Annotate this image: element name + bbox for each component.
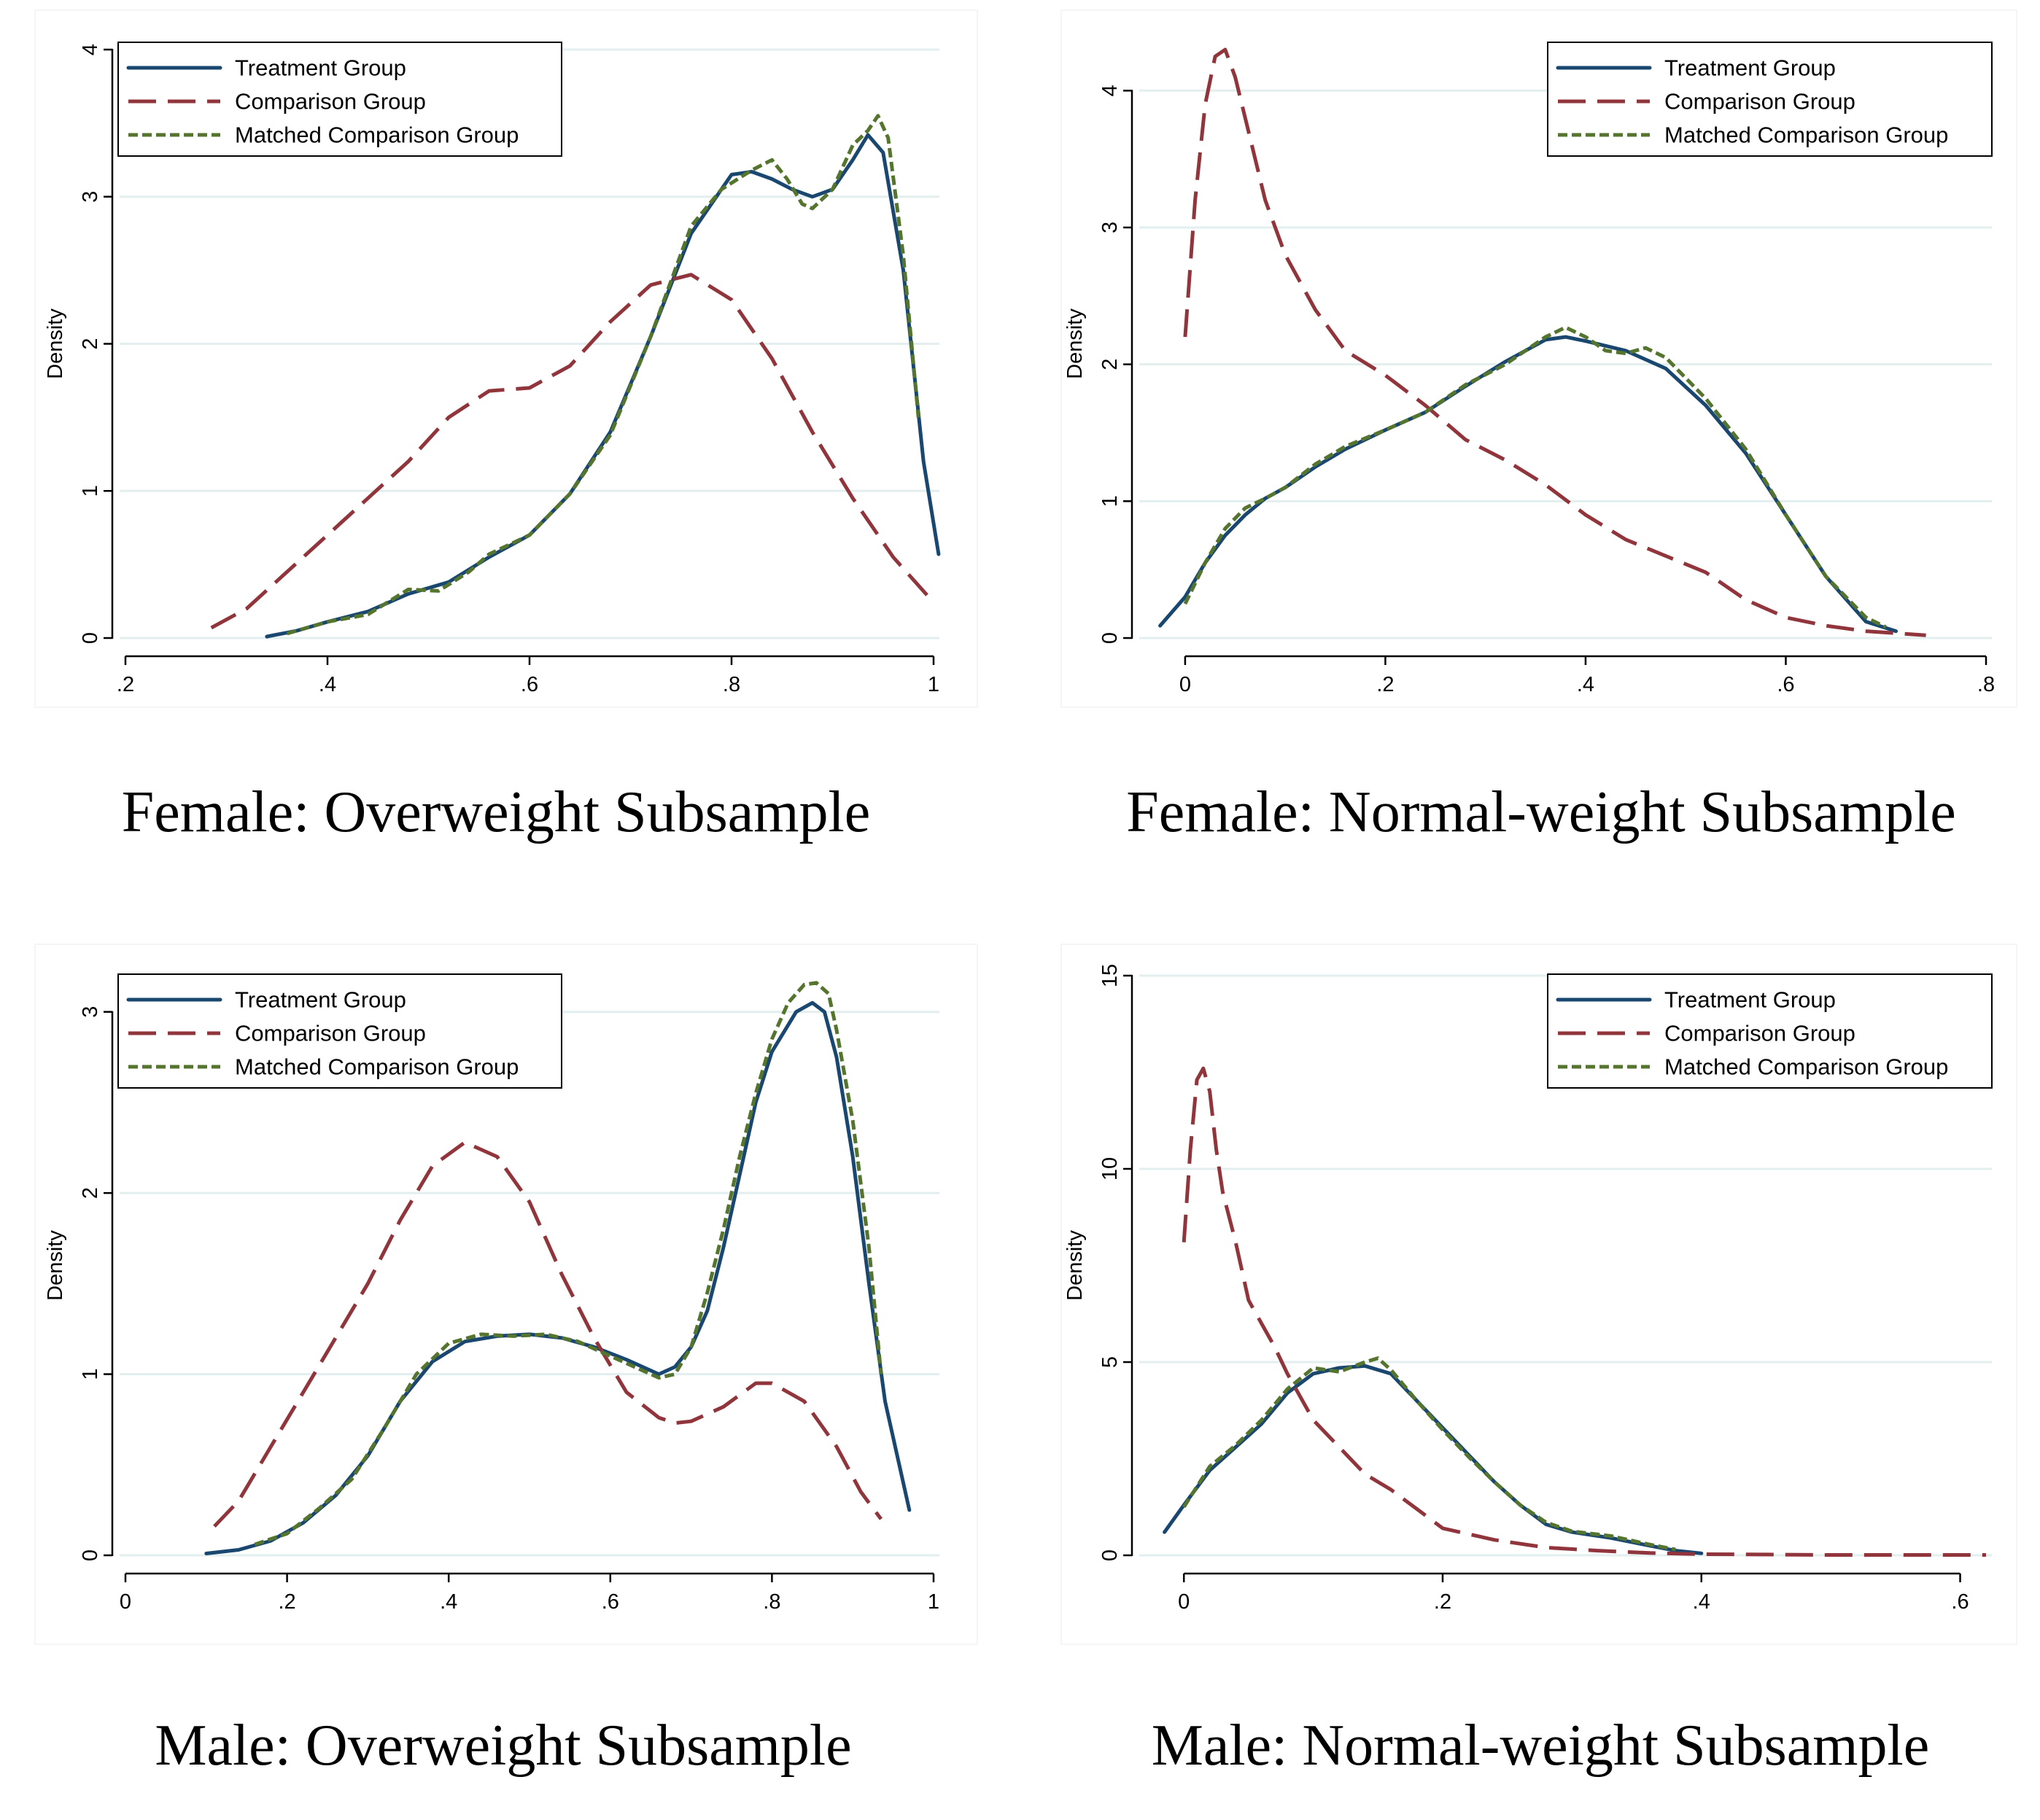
panel-title: Male: Normal-weight Subsample	[1152, 1714, 1929, 1778]
series-line-comparison-group	[213, 1140, 883, 1528]
y-tick-label: 2	[1098, 359, 1122, 370]
x-tick-label: .4	[440, 1590, 457, 1614]
y-tick-label: 1	[79, 1368, 102, 1380]
x-tick-label: 1	[928, 1590, 939, 1614]
x-tick-label: 0	[120, 1590, 131, 1614]
x-tick-label: .8	[763, 1590, 780, 1614]
y-axis-label: Density	[44, 1230, 67, 1301]
y-axis-label: Density	[1063, 1230, 1087, 1301]
x-tick-label: 0	[1178, 1590, 1190, 1614]
y-tick-label: 0	[1098, 1549, 1122, 1561]
y-axis-label: Density	[1063, 308, 1087, 379]
x-tick-label: .6	[1777, 673, 1794, 696]
x-tick-label: .4	[319, 673, 336, 696]
x-tick-label: 0	[1179, 673, 1191, 696]
series-line-matched-comparison-group	[286, 114, 920, 636]
y-tick-label: 4	[79, 44, 102, 55]
legend-label-matched-comparison-group: Matched Comparison Group	[235, 122, 519, 148]
panel-male-normal-weight-subsample: 0 5 10 15 Density 0 .2 .4 .6 Treatment Group Compa…	[1060, 944, 2017, 1778]
legend-label-comparison-group: Comparison Group	[1664, 1021, 1855, 1046]
legend-label-treatment-group: Treatment Group	[235, 55, 406, 81]
legend-label-comparison-group: Comparison Group	[235, 1021, 426, 1046]
y-tick-label: 3	[79, 191, 102, 203]
legend-box	[117, 973, 562, 1089]
series-line-matched-comparison-group	[1182, 1356, 1676, 1552]
legend: Treatment Group Comparison Group Matched C…	[117, 973, 562, 1089]
panel-female-normal-weight-subsample: 0 1 2 3 4 Density 0 .2 .4 .6 .8 Treatment Group Comp…	[1060, 9, 2017, 844]
panel-title: Female: Normal-weight Subsample	[1126, 780, 1956, 844]
y-axis-label: Density	[44, 308, 67, 379]
legend: Treatment Group Comparison Group Matched C…	[1547, 973, 1993, 1089]
legend: Treatment Group Comparison Group Matched C…	[1547, 42, 1993, 157]
legend-label-treatment-group: Treatment Group	[235, 987, 406, 1013]
y-tick-label: 10	[1098, 1157, 1122, 1181]
series-line-comparison-group	[210, 273, 930, 630]
legend: Treatment Group Comparison Group Matched C…	[117, 42, 562, 157]
legend-label-treatment-group: Treatment Group	[1664, 55, 1836, 81]
y-tick-label: 0	[79, 1549, 102, 1561]
x-tick-label: .2	[1376, 673, 1394, 696]
legend-label-matched-comparison-group: Matched Comparison Group	[235, 1054, 519, 1080]
y-tick-label: 0	[79, 632, 102, 644]
y-tick-label: 5	[1098, 1356, 1122, 1368]
y-tick-label: 3	[79, 1006, 102, 1018]
y-tick-label: 2	[79, 338, 102, 349]
legend-box	[1547, 973, 1993, 1089]
x-tick-label: .4	[1577, 673, 1594, 696]
legend-label-comparison-group: Comparison Group	[235, 89, 426, 114]
y-tick-label: 0	[1098, 632, 1122, 644]
legend-box	[1547, 42, 1993, 157]
legend-box	[117, 42, 562, 157]
x-tick-label: .2	[117, 673, 134, 696]
legend-label-comparison-group: Comparison Group	[1664, 89, 1855, 114]
x-tick-label: .6	[1951, 1590, 1969, 1614]
x-tick-label: .8	[1977, 673, 1995, 696]
panel-title: Male: Overweight Subsample	[155, 1714, 851, 1778]
x-tick-label: .2	[279, 1590, 296, 1614]
panel-title: Female: Overweight Subsample	[122, 780, 870, 844]
x-tick-label: .2	[1434, 1590, 1451, 1614]
panel-female-overweight-subsample: 0 1 2 3 4 Density .2 .4 .6 .8 1 Treatment Group Comp…	[34, 9, 978, 844]
x-tick-label: .8	[723, 673, 740, 696]
x-tick-label: .6	[521, 673, 538, 696]
series-line-comparison-group	[1182, 1066, 1986, 1557]
legend-label-treatment-group: Treatment Group	[1664, 987, 1836, 1013]
y-tick-label: 15	[1098, 964, 1122, 987]
y-tick-label: 4	[1098, 85, 1122, 96]
legend-label-matched-comparison-group: Matched Comparison Group	[1664, 1054, 1948, 1080]
y-tick-label: 1	[79, 485, 102, 497]
series-line-matched-comparison-group	[1183, 325, 1887, 629]
x-tick-label: .4	[1693, 1590, 1710, 1614]
x-tick-label: .6	[602, 1590, 619, 1614]
y-tick-label: 1	[1098, 495, 1122, 507]
panel-male-overweight-subsample: 0 1 2 3 Density 0 .2 .4 .6 .8 1 Treatment Group Comp…	[34, 944, 978, 1778]
x-tick-label: 1	[928, 673, 939, 696]
series-line-comparison-group	[1183, 47, 1926, 637]
legend-label-matched-comparison-group: Matched Comparison Group	[1664, 122, 1948, 148]
y-tick-label: 2	[79, 1187, 102, 1199]
y-tick-label: 3	[1098, 222, 1122, 233]
